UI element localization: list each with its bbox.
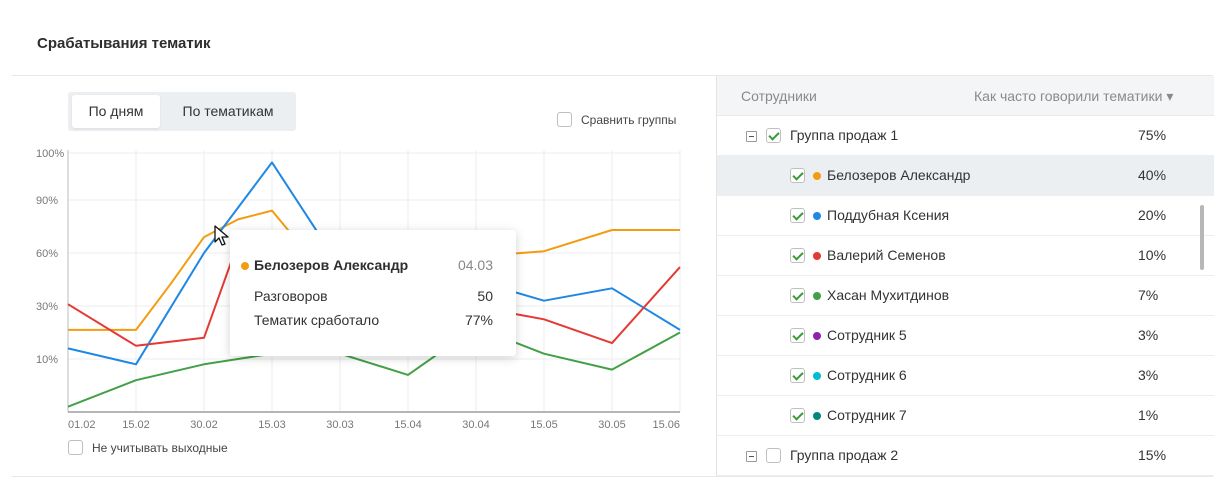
employee-row[interactable]: Белозеров Александр 40% xyxy=(717,156,1214,196)
series-color-dot xyxy=(813,412,821,420)
column-frequency-sort[interactable]: Как часто говорили тематики ▾ xyxy=(974,88,1174,104)
series-color-dot xyxy=(813,292,821,300)
employee-name: Сотрудник 5 xyxy=(827,327,907,343)
view-switch: По дням По тематикам xyxy=(68,92,296,131)
x-tick-label: 30.02 xyxy=(190,419,218,431)
y-tick-label: 30% xyxy=(36,301,58,313)
group-percent: 75% xyxy=(1138,127,1167,143)
series-line xyxy=(67,161,681,366)
employee-name: Хасан Мухитдинов xyxy=(827,287,950,303)
employee-name: Валерий Семенов xyxy=(827,247,946,263)
employee-percent: 1% xyxy=(1138,407,1159,423)
group-percent: 15% xyxy=(1138,447,1167,463)
series-color-dot xyxy=(813,252,821,260)
ignore-weekends-label: Не учитывать выходные xyxy=(92,440,228,455)
x-tick-label: 15.02 xyxy=(122,419,150,431)
tooltip-row-value: 50 xyxy=(477,288,493,304)
employee-checkbox[interactable] xyxy=(790,248,805,263)
employee-row[interactable]: Сотрудник 5 3% xyxy=(717,316,1214,356)
series-color-dot xyxy=(813,372,821,380)
y-tick-label: 100% xyxy=(36,148,64,160)
employee-checkbox[interactable] xyxy=(790,408,805,423)
series-line xyxy=(68,209,680,331)
group-checkbox[interactable] xyxy=(766,128,781,143)
tooltip-series-dot xyxy=(241,262,249,270)
table-header: Сотрудники Как часто говорили тематики ▾ xyxy=(717,76,1214,116)
x-tick-label: 30.04 xyxy=(462,419,490,431)
compare-groups-toggle[interactable]: Сравнить группы xyxy=(557,112,676,127)
ignore-weekends-checkbox[interactable] xyxy=(68,440,83,455)
compare-groups-label: Сравнить группы xyxy=(581,112,677,127)
tooltip-date: 04.03 xyxy=(457,257,493,273)
y-tick-label: 60% xyxy=(36,248,58,260)
employee-checkbox[interactable] xyxy=(790,168,805,183)
employee-checkbox[interactable] xyxy=(790,288,805,303)
employee-name: Поддубная Ксения xyxy=(827,207,950,223)
employee-percent: 3% xyxy=(1138,367,1159,383)
group-label: Группа продаж 2 xyxy=(790,447,899,463)
series-color-dot xyxy=(813,172,821,180)
tab-by-topics[interactable]: По тематикам xyxy=(182,103,274,119)
mouse-pointer-icon xyxy=(214,225,229,246)
series-color-dot xyxy=(813,332,821,340)
employee-name: Белозеров Александр xyxy=(827,167,971,183)
employee-row[interactable]: Поддубная Ксения 20% xyxy=(717,196,1214,236)
x-tick-label: 30.05 xyxy=(598,419,626,431)
divider xyxy=(12,75,1213,76)
collapse-icon[interactable] xyxy=(746,131,757,142)
chart-tooltip: Белозеров Александр 04.03 Разговоров 50 … xyxy=(230,230,516,356)
group-row[interactable]: Группа продаж 1 75% xyxy=(717,116,1214,156)
chart-labels: 100% 90% 60% 30% 10% 01.02 15.02 30.02 15.03 30.0… xyxy=(36,148,680,431)
x-tick-label: 30.03 xyxy=(326,419,354,431)
ignore-weekends-toggle[interactable]: Не учитывать выходные xyxy=(68,440,228,455)
employee-row[interactable]: Сотрудник 6 3% xyxy=(717,356,1214,396)
employee-percent: 7% xyxy=(1138,287,1159,303)
tab-by-days[interactable]: По дням xyxy=(72,95,160,128)
employee-checkbox[interactable] xyxy=(790,328,805,343)
group-label: Группа продаж 1 xyxy=(790,127,899,143)
tooltip-employee-name: Белозеров Александр xyxy=(254,257,409,273)
group-row[interactable]: Группа продаж 2 15% xyxy=(717,436,1214,476)
employees-panel: Сотрудники Как часто говорили тематики ▾… xyxy=(716,76,1214,476)
tooltip-row-label: Разговоров xyxy=(254,288,328,304)
employee-checkbox[interactable] xyxy=(790,208,805,223)
tooltip-row-label: Тематик сработало xyxy=(254,312,380,328)
employee-percent: 20% xyxy=(1138,207,1167,223)
x-tick-label: 15.06 xyxy=(652,419,680,431)
y-tick-label: 90% xyxy=(36,195,58,207)
series-color-dot xyxy=(813,212,821,220)
y-tick-label: 10% xyxy=(36,354,58,366)
x-tick-label: 01.02 xyxy=(68,419,96,431)
employee-name: Сотрудник 6 xyxy=(827,367,907,383)
employee-percent: 3% xyxy=(1138,327,1159,343)
divider xyxy=(12,476,1213,477)
column-employees: Сотрудники xyxy=(741,88,817,104)
employee-row[interactable]: Хасан Мухитдинов 7% xyxy=(717,276,1214,316)
employee-percent: 40% xyxy=(1138,167,1167,183)
compare-groups-checkbox[interactable] xyxy=(557,112,572,127)
employee-name: Сотрудник 7 xyxy=(827,407,907,423)
x-tick-label: 15.03 xyxy=(258,419,286,431)
employee-row[interactable]: Сотрудник 7 1% xyxy=(717,396,1214,436)
scrollbar[interactable] xyxy=(1200,205,1204,270)
x-tick-label: 15.04 xyxy=(394,419,422,431)
employee-row[interactable]: Валерий Семенов 10% xyxy=(717,236,1214,276)
collapse-icon[interactable] xyxy=(746,451,757,462)
tooltip-row: Разговоров 50 xyxy=(254,288,493,304)
group-checkbox[interactable] xyxy=(766,448,781,463)
x-tick-label: 15.05 xyxy=(530,419,558,431)
employee-percent: 10% xyxy=(1138,247,1167,263)
employee-checkbox[interactable] xyxy=(790,368,805,383)
tooltip-row: Тематик сработало 77% xyxy=(254,312,493,328)
series-line xyxy=(67,326,681,408)
chart-axes xyxy=(67,150,680,413)
tooltip-row-value: 77% xyxy=(464,312,493,328)
page-title: Срабатывания тематик xyxy=(37,35,211,52)
